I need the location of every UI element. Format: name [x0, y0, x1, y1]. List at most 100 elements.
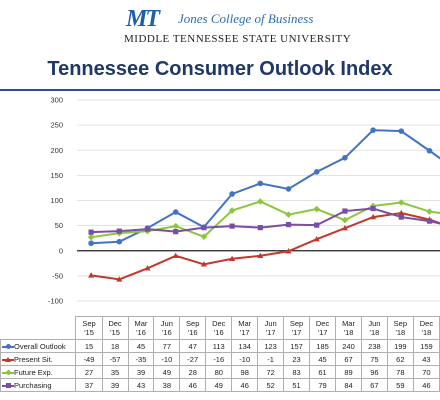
category-label: Sep '17: [283, 316, 311, 340]
data-cell: 38: [153, 378, 181, 392]
legend-label: Purchasing: [14, 380, 52, 390]
data-point: [257, 252, 264, 258]
legend-key: [2, 356, 14, 363]
data-cell: 39: [127, 365, 155, 379]
data-point: [342, 208, 348, 214]
data-point: [426, 147, 433, 154]
category-label: Mar '18: [335, 316, 362, 340]
category-label-line: '17: [265, 328, 276, 337]
data-cell: 51: [283, 378, 311, 392]
data-cell: 72: [257, 365, 285, 379]
category-label-line: Mar: [238, 319, 252, 328]
data-cell: -10: [231, 352, 259, 366]
category-label-line: Mar: [134, 319, 148, 328]
category-label-line: '15: [110, 328, 120, 337]
data-point: [229, 255, 236, 261]
y-tick-label: 0: [59, 246, 63, 255]
category-label-line: Dec: [419, 319, 434, 328]
data-point: [172, 209, 179, 215]
data-cell: 61: [309, 365, 337, 379]
data-point: [285, 248, 292, 254]
data-cell: 89: [335, 365, 362, 379]
category-label-line: Jun: [264, 319, 277, 328]
data-point: [173, 229, 179, 235]
category-label-line: Sep: [82, 319, 96, 328]
category-label: Dec '18: [412, 316, 440, 340]
data-point: [370, 127, 376, 133]
data-cell: 28: [179, 365, 207, 379]
table-header-row: Sep '15 Dec '15 Mar '16 Jun '16 Sep '16 Dec '16 Mar '…: [0, 316, 440, 340]
y-tick-label: 250: [50, 121, 63, 130]
category-label-line: '16: [136, 328, 146, 337]
legend-label: Future Exp.: [14, 367, 53, 377]
category-label: Sep '18: [386, 316, 414, 340]
data-point: [116, 228, 122, 234]
data-cell: 49: [205, 378, 233, 392]
category-label-line: Dec: [315, 319, 330, 328]
data-point: [87, 233, 95, 241]
data-cell: 45: [127, 339, 155, 353]
data-point: [314, 222, 320, 228]
legend-entry: Overall Outlook: [0, 339, 77, 353]
data-point: [285, 222, 292, 228]
data-cell: 240: [335, 339, 362, 353]
category-label-line: '18: [369, 328, 380, 337]
data-cell: 157: [283, 339, 311, 353]
data-cell: 70: [412, 365, 440, 379]
data-cell: 159: [412, 339, 440, 353]
data-cell: 18: [101, 339, 129, 353]
data-point: [426, 218, 433, 224]
chart-title: Tennessee Consumer Outlook Index: [47, 58, 393, 80]
category-label: Dec '17: [309, 316, 337, 340]
data-point: [342, 154, 348, 161]
series-line: [91, 129, 440, 245]
data-point: [88, 272, 95, 278]
data-cell: 27: [75, 365, 103, 379]
data-cell: 98: [231, 365, 259, 379]
category-label: Sep '15: [75, 316, 103, 340]
legend-entry: Future Exp.: [0, 365, 77, 379]
category-label: Jun '17: [257, 316, 285, 340]
legend-key-marker: [6, 343, 11, 349]
table-row: Future Exp. 27 35 39 49 28 80 98 72 83 61 89 96 78 70: [0, 365, 440, 379]
data-cell: 77: [153, 339, 181, 353]
category-label-line: Sep: [186, 319, 200, 328]
series-line: [90, 212, 440, 281]
table-row: Overall Outlook 15 18 45 77 47 113 134 123 157 185…: [0, 339, 440, 353]
legend-key: [2, 382, 14, 389]
data-point: [257, 225, 263, 231]
university-logo: MT: [126, 6, 160, 32]
category-label-line: '16: [187, 328, 198, 337]
data-cell: 59: [386, 378, 414, 392]
category-label: Mar '17: [231, 316, 259, 340]
category-label-line: '15: [84, 328, 94, 337]
category-label-line: Sep: [289, 319, 304, 328]
data-cell: 78: [386, 365, 414, 379]
data-cell: 185: [309, 339, 337, 353]
data-point: [285, 186, 292, 192]
data-point: [398, 214, 404, 220]
category-label-line: '17: [239, 328, 250, 337]
legend-key-marker: [5, 369, 12, 376]
data-cell: 67: [361, 378, 388, 392]
data-cell: 47: [179, 339, 207, 353]
category-label: Mar '16: [127, 316, 155, 340]
category-label-line: '18: [343, 328, 354, 337]
data-cell: 79: [309, 378, 337, 392]
data-cell: 39: [101, 378, 129, 392]
category-label-line: Jun: [160, 319, 173, 328]
data-point: [313, 235, 320, 242]
y-tick-label: 50: [55, 221, 63, 230]
data-cell: 80: [205, 365, 233, 379]
data-point: [313, 169, 320, 175]
y-tick-label: 150: [50, 171, 63, 180]
category-label-line: '18: [421, 328, 432, 337]
data-point: [285, 211, 292, 218]
data-cell: 134: [231, 339, 259, 353]
data-point: [398, 209, 405, 216]
legend-key: [2, 343, 14, 350]
data-cell: 46: [231, 378, 259, 392]
data-cell: 52: [257, 378, 285, 392]
data-point: [426, 208, 433, 215]
y-tick-label: 200: [50, 146, 63, 155]
